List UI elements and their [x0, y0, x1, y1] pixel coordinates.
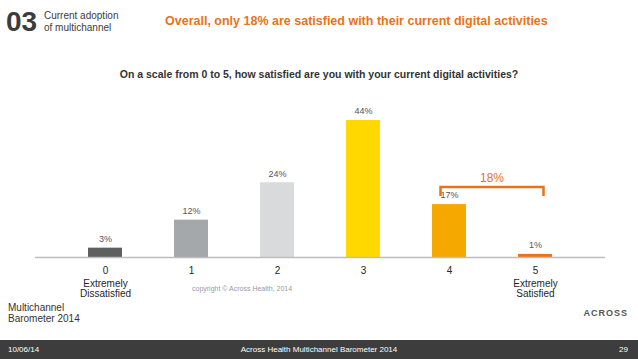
html-text:Current adoption of multichann: Current adoption of multichannel	[44, 10, 119, 33]
html-text:copyright © Across Health, 201: copyright © Across Health, 2014	[192, 285, 293, 292]
html-text:03: 03	[6, 6, 38, 37]
svg-text:18%: 18%	[480, 171, 504, 185]
svg-text:17%: 17%	[440, 190, 458, 200]
svg-text:24%: 24%	[268, 169, 286, 179]
svg-text:4: 4	[447, 265, 453, 276]
svg-text:ExtremelySatisfied: ExtremelySatisfied	[513, 278, 557, 299]
html-text:29: 29	[619, 345, 628, 354]
svg-text:1: 1	[189, 265, 195, 276]
html-text:On a scale from 0 to 5, how sa: On a scale from 0 to 5, how satisfied ar…	[119, 68, 519, 80]
html-text:Overall, only 18% are satisfie: Overall, only 18% are satisfied with the…	[165, 14, 548, 28]
svg-text:3%: 3%	[99, 234, 112, 244]
svg-text:3: 3	[361, 265, 367, 276]
svg-text:5: 5	[533, 265, 539, 276]
svg-text:44%: 44%	[354, 106, 372, 116]
svg-text:12%: 12%	[182, 206, 200, 216]
svg-text:1%: 1%	[529, 240, 542, 250]
svg-text:2: 2	[275, 265, 281, 276]
svg-text:0: 0	[103, 265, 109, 276]
html-text:Multichannel Barometer 2014: Multichannel Barometer 2014	[8, 302, 80, 324]
svg-text:ExtremelyDissatisfied: ExtremelyDissatisfied	[80, 278, 131, 299]
html-text:10/06/14: 10/06/14	[8, 345, 40, 354]
html-text:ACROSS: ACROSS	[583, 308, 628, 318]
html-text:Across Health Multichannel Bar: Across Health Multichannel Barometer 201…	[240, 345, 398, 354]
